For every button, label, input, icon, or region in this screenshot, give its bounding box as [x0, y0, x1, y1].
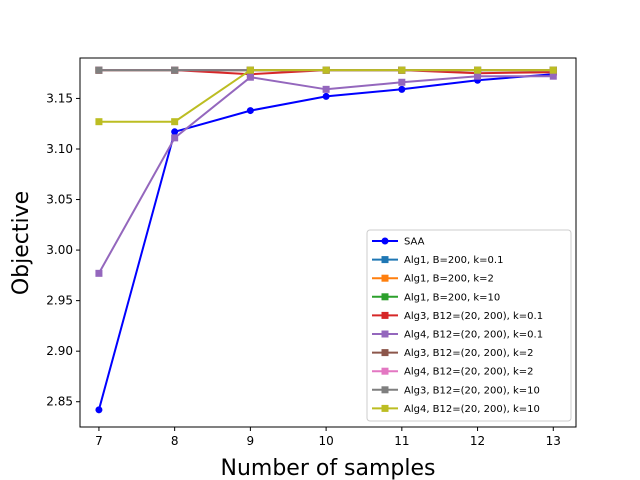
- data-point: [171, 134, 179, 142]
- y-tick-label: 3.05: [46, 193, 73, 207]
- legend-marker: [381, 293, 389, 301]
- legend: SAA Alg1, B=200, k=0.1 Alg1, B=200, k=2 Alg…: [366, 229, 572, 422]
- x-tick-label: 12: [470, 434, 485, 448]
- legend-entry: Alg3, B12=(20, 200), k=0.1: [372, 311, 543, 322]
- x-tick-label: 8: [171, 434, 179, 448]
- legend-marker: [381, 274, 389, 282]
- legend-entry: Alg3, B12=(20, 200), k=10: [372, 385, 540, 396]
- legend-marker: [381, 349, 389, 357]
- legend-entry: Alg3, B12=(20, 200), k=2: [372, 348, 534, 359]
- data-point: [246, 107, 254, 115]
- data-point: [246, 66, 254, 74]
- y-tick-label: 3.00: [46, 243, 73, 257]
- axis-ticks: 7 8 9 10 11 12 13 2.85 2.90 2.95 3.00 3.05 3.10 3.15: [46, 91, 561, 448]
- legend-marker: [381, 367, 389, 375]
- legend-marker: [381, 330, 389, 338]
- data-point: [549, 66, 557, 74]
- legend-entry: Alg4, B12=(20, 200), k=2: [372, 367, 534, 378]
- plot-frame: [79, 57, 577, 428]
- legend-label: Alg3, B12=(20, 200), k=10: [404, 385, 540, 396]
- data-point: [171, 66, 179, 74]
- legend-entry: Alg1, B=200, k=0.1: [372, 255, 503, 266]
- data-point: [95, 269, 103, 277]
- legend-label: Alg1, B=200, k=10: [404, 292, 500, 303]
- legend-label: SAA: [404, 237, 425, 248]
- data-point: [95, 406, 103, 414]
- legend-label: Alg3, B12=(20, 200), k=0.1: [404, 311, 543, 322]
- legend-entry: SAA: [372, 237, 425, 248]
- legend-label: Alg4, B12=(20, 200), k=10: [404, 404, 540, 415]
- series-10: [95, 66, 557, 126]
- data-point: [398, 85, 406, 93]
- data-point: [95, 118, 103, 126]
- x-tick-label: 11: [394, 434, 409, 448]
- legend-entry: Alg4, B12=(20, 200), k=0.1: [372, 330, 543, 341]
- y-tick-label: 2.85: [46, 395, 73, 409]
- data-point: [171, 128, 179, 136]
- legend-label: Alg1, B=200, k=2: [404, 274, 494, 285]
- legend-label: Alg4, B12=(20, 200), k=2: [404, 367, 534, 378]
- data-point: [246, 73, 254, 81]
- x-tick-label: 10: [318, 434, 333, 448]
- x-tick-label: 7: [95, 434, 103, 448]
- legend-marker: [381, 311, 389, 319]
- data-point: [322, 85, 330, 93]
- plot-area: [95, 66, 557, 414]
- data-point: [322, 66, 330, 74]
- legend-label: Alg4, B12=(20, 200), k=0.1: [404, 330, 543, 341]
- x-tick-label: 9: [247, 434, 255, 448]
- y-tick-label: 3.10: [46, 142, 73, 156]
- legend-entry: Alg4, B12=(20, 200), k=10: [372, 404, 540, 415]
- legend-label: Alg1, B=200, k=0.1: [404, 255, 503, 266]
- legend-entry: Alg1, B=200, k=2: [372, 274, 494, 285]
- legend-marker: [381, 256, 389, 264]
- legend-marker: [381, 237, 389, 245]
- data-point: [322, 92, 330, 100]
- data-point: [171, 118, 179, 126]
- data-point: [95, 66, 103, 74]
- legend-box: [366, 229, 572, 422]
- data-point: [474, 72, 482, 80]
- y-tick-label: 3.15: [46, 91, 73, 105]
- y-axis-title: Objective: [9, 191, 34, 295]
- y-tick-label: 2.95: [46, 294, 73, 308]
- data-point: [549, 72, 557, 80]
- legend-marker: [381, 404, 389, 412]
- legend-label: Alg3, B12=(20, 200), k=2: [404, 348, 534, 359]
- series-6: [95, 72, 557, 277]
- legend-marker: [381, 386, 389, 394]
- legend-entry: Alg1, B=200, k=10: [372, 292, 500, 303]
- data-point: [474, 66, 482, 74]
- x-axis-title: Number of samples: [220, 456, 435, 480]
- data-point: [398, 78, 406, 86]
- y-tick-label: 2.90: [46, 344, 73, 358]
- data-point: [398, 66, 406, 74]
- x-tick-label: 13: [546, 434, 561, 448]
